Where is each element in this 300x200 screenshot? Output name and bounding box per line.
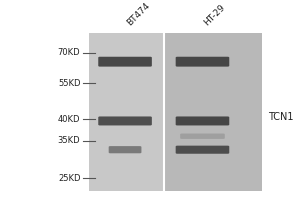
Text: 40KD: 40KD [58, 115, 80, 124]
FancyBboxPatch shape [180, 134, 225, 139]
Bar [89, 33, 164, 191]
Text: 55KD: 55KD [58, 79, 80, 88]
FancyBboxPatch shape [176, 57, 229, 67]
Text: 35KD: 35KD [58, 136, 80, 145]
Text: BT474: BT474 [125, 1, 152, 28]
FancyBboxPatch shape [176, 146, 229, 154]
FancyBboxPatch shape [109, 146, 141, 153]
FancyBboxPatch shape [176, 116, 229, 125]
FancyBboxPatch shape [98, 116, 152, 125]
Bar [164, 33, 262, 191]
Text: HT-29: HT-29 [202, 3, 227, 28]
Text: 25KD: 25KD [58, 174, 80, 183]
Text: 70KD: 70KD [58, 48, 80, 57]
Text: TCN1: TCN1 [268, 112, 293, 122]
FancyBboxPatch shape [98, 57, 152, 67]
